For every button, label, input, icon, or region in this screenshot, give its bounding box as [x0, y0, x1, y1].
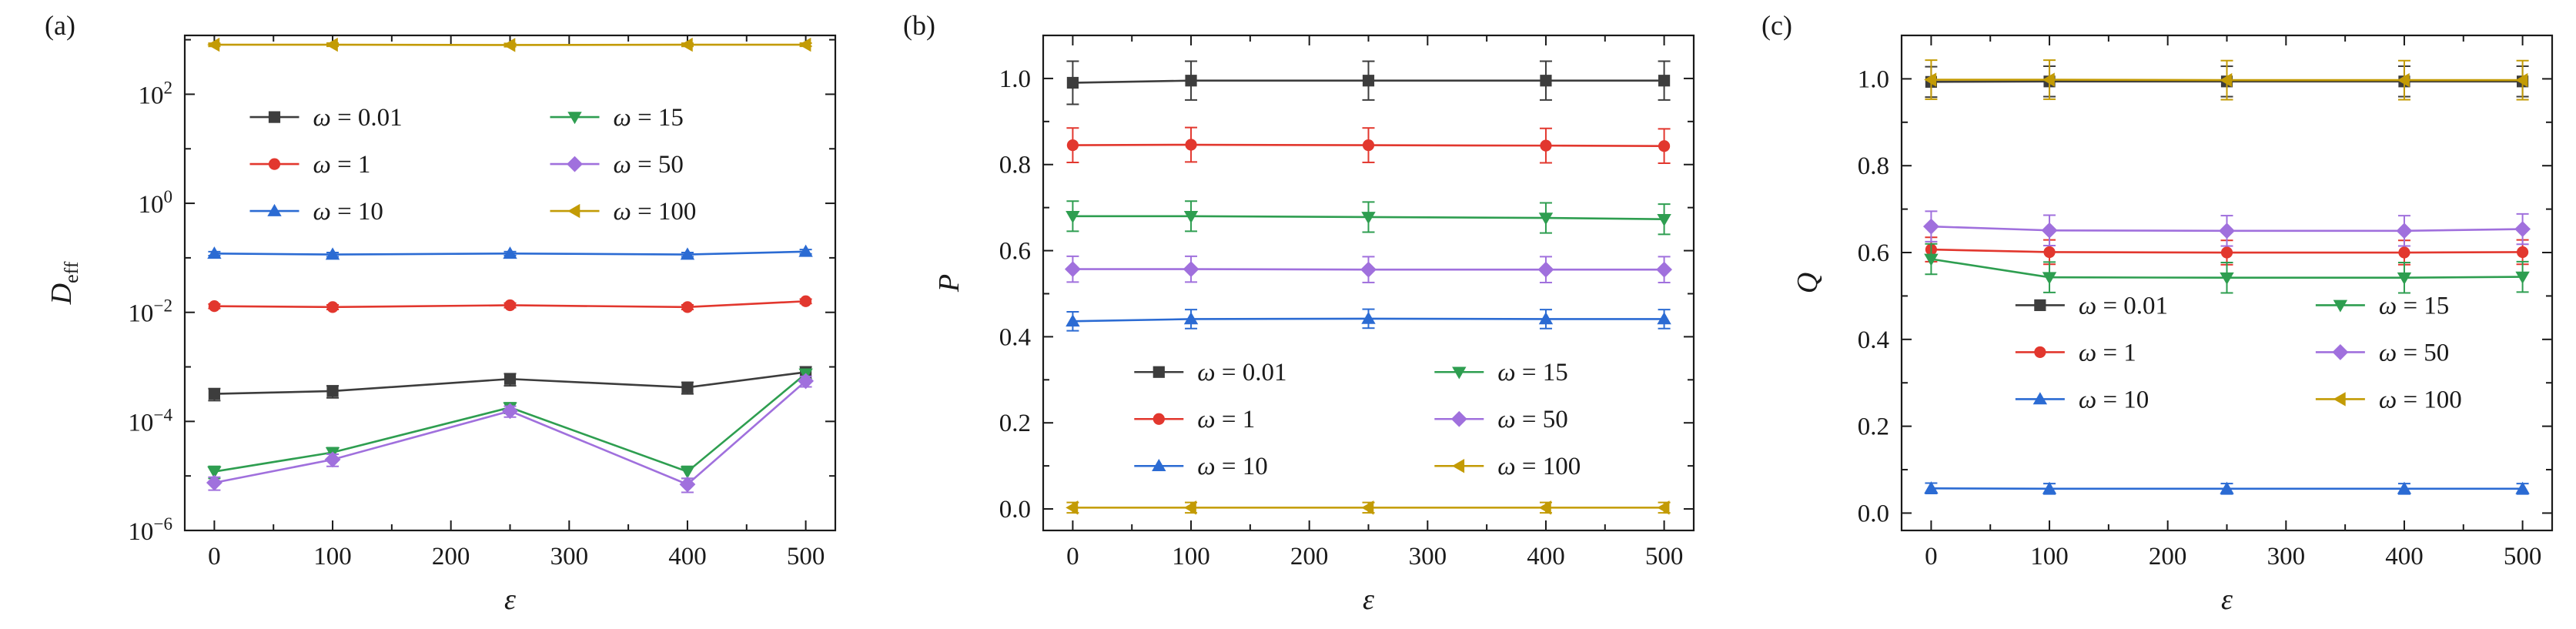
svg-text:10−2: 10−2 — [128, 296, 172, 328]
svg-text:500: 500 — [2504, 543, 2542, 570]
svg-text:100: 100 — [2030, 543, 2069, 570]
svg-text:Q: Q — [1791, 273, 1824, 293]
svg-text:300: 300 — [2267, 543, 2306, 570]
svg-text:ω = 100: ω = 100 — [2379, 386, 2462, 413]
svg-text:0.0: 0.0 — [999, 496, 1031, 524]
svg-text:0.4: 0.4 — [999, 323, 1031, 351]
svg-text:Deff: Deff — [45, 261, 82, 305]
panel-a: (a) 0 100 200 300 400 500 102 100 10−2 10−4 10−6 ε D… — [0, 0, 858, 629]
panel-b-label: (b) — [903, 10, 935, 41]
svg-text:ω = 10: ω = 10 — [313, 198, 383, 226]
svg-text:ω = 0.01: ω = 0.01 — [1197, 359, 1286, 386]
svg-text:ω = 50: ω = 50 — [614, 151, 684, 179]
svg-text:ω = 1: ω = 1 — [2079, 339, 2136, 366]
svg-text:ω = 1: ω = 1 — [313, 151, 371, 179]
svg-text:400: 400 — [1527, 543, 1565, 570]
svg-text:0.8: 0.8 — [999, 152, 1031, 179]
svg-text:ω = 100: ω = 100 — [1497, 453, 1581, 480]
svg-text:0: 0 — [1066, 543, 1079, 570]
svg-text:200: 200 — [1290, 543, 1329, 570]
svg-text:100: 100 — [313, 543, 352, 570]
svg-text:200: 200 — [432, 543, 470, 570]
svg-text:ω = 50: ω = 50 — [1497, 406, 1567, 433]
svg-text:10−6: 10−6 — [128, 514, 172, 546]
svg-text:0: 0 — [1925, 543, 1938, 570]
svg-text:400: 400 — [2385, 543, 2424, 570]
svg-text:0.6: 0.6 — [1858, 239, 1889, 267]
svg-text:102: 102 — [138, 77, 172, 109]
panel-b: (b) 0 100 200 300 400 500 0.0 0.2 0.4 0.6 0.8 1.0 ε P… — [858, 0, 1717, 629]
svg-text:0: 0 — [208, 543, 221, 570]
svg-text:ε: ε — [2221, 584, 2233, 616]
svg-text:ω = 1: ω = 1 — [1197, 406, 1255, 433]
chart-c-q-vs-epsilon: 0 100 200 300 400 500 0.0 0.2 0.4 0.6 0.8 1.0 ε Qω = … — [1791, 34, 2554, 616]
panel-c: (c) 0 100 200 300 400 500 0.0 0.2 0.4 0.6 0.8 1.0 ε Q… — [1717, 0, 2575, 629]
panel-a-label: (a) — [45, 10, 75, 41]
svg-text:ω = 100: ω = 100 — [614, 198, 697, 226]
svg-text:ω = 50: ω = 50 — [2379, 339, 2449, 366]
svg-text:1.0: 1.0 — [1858, 65, 1889, 93]
svg-text:100: 100 — [1172, 543, 1210, 570]
svg-text:300: 300 — [550, 543, 589, 570]
svg-text:ω = 15: ω = 15 — [614, 104, 684, 132]
svg-text:ε: ε — [504, 584, 516, 616]
svg-text:ω = 10: ω = 10 — [1197, 453, 1267, 480]
svg-text:ω = 15: ω = 15 — [1497, 359, 1567, 386]
svg-text:500: 500 — [787, 543, 825, 570]
svg-text:500: 500 — [1645, 543, 1684, 570]
svg-text:0.0: 0.0 — [1858, 500, 1889, 527]
svg-text:0.6: 0.6 — [999, 238, 1031, 266]
svg-text:0.2: 0.2 — [1858, 413, 1889, 441]
svg-text:100: 100 — [138, 186, 172, 219]
svg-text:200: 200 — [2149, 543, 2187, 570]
svg-text:10−4: 10−4 — [128, 404, 172, 437]
svg-text:ω = 0.01: ω = 0.01 — [313, 104, 403, 132]
svg-text:ω = 15: ω = 15 — [2379, 292, 2449, 320]
chart-b-p-vs-epsilon: 0 100 200 300 400 500 0.0 0.2 0.4 0.6 0.8 1.0 ε Pω = … — [933, 34, 1695, 616]
svg-text:P: P — [933, 274, 965, 293]
svg-text:0.8: 0.8 — [1858, 152, 1889, 180]
svg-text:1.0: 1.0 — [999, 65, 1031, 93]
svg-text:0.4: 0.4 — [1858, 326, 1889, 354]
panel-c-label: (c) — [1761, 10, 1792, 41]
svg-text:400: 400 — [668, 543, 707, 570]
svg-text:300: 300 — [1409, 543, 1447, 570]
svg-text:ω = 0.01: ω = 0.01 — [2079, 292, 2168, 320]
svg-text:0.2: 0.2 — [999, 410, 1031, 437]
svg-text:ω = 10: ω = 10 — [2079, 386, 2149, 413]
chart-a-deff-vs-epsilon: 0 100 200 300 400 500 102 100 10−2 10−4 10−6 ε Deff ω… — [45, 34, 837, 616]
svg-text:ε: ε — [1363, 584, 1374, 616]
